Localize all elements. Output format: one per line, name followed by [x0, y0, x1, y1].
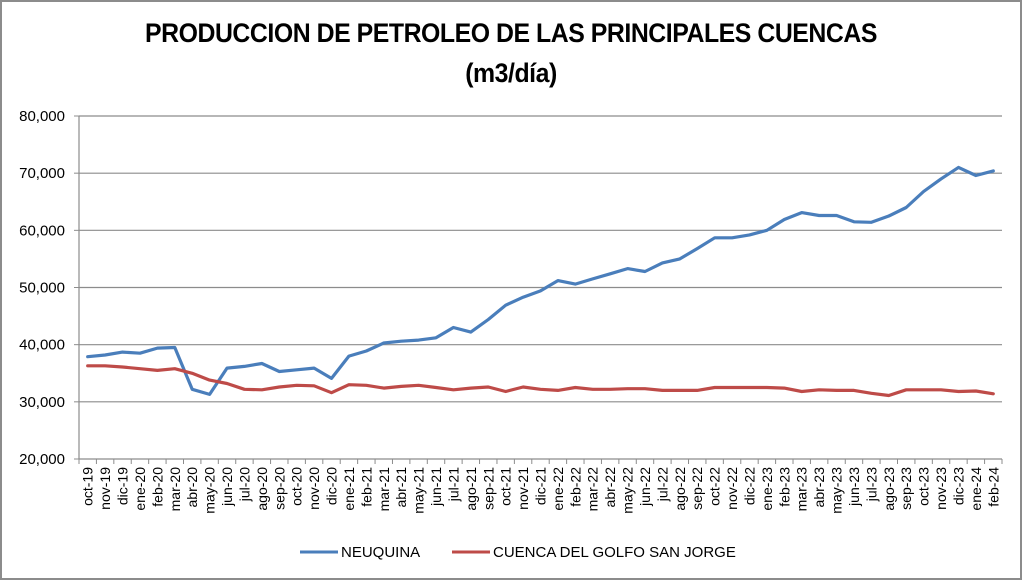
x-tick-label: may-22	[620, 467, 636, 514]
x-tick-label: oct-21	[498, 467, 514, 506]
x-tick-label: dic-21	[533, 467, 549, 505]
x-tick-label: mar-21	[376, 467, 392, 512]
y-tick-label: 20,000	[19, 451, 65, 468]
x-tick-label: jul-23	[863, 467, 879, 502]
chart-title: PRODUCCION DE PETROLEO DE LAS PRINCIPALE…	[145, 18, 877, 48]
y-tick-label: 30,000	[19, 394, 65, 411]
x-tick-label: nov-21	[515, 467, 531, 510]
x-tick-label: feb-20	[149, 467, 165, 507]
x-tick-label: jun-20	[219, 467, 235, 507]
x-tick-label: ago-22	[672, 467, 688, 511]
x-tick-label: dic-23	[950, 467, 966, 505]
x-tick-label: jul-21	[445, 467, 461, 502]
y-tick-label: 50,000	[19, 280, 65, 297]
x-tick-label: sep-21	[480, 467, 496, 510]
legend-item: CUENCA DEL GOLFO SAN JORGE	[452, 544, 736, 561]
x-tick-label: oct-19	[80, 467, 96, 506]
x-tick-label: sep-20	[271, 467, 287, 510]
x-tick-label: feb-22	[567, 467, 583, 507]
x-tick-label: ago-20	[254, 467, 270, 511]
x-tick-label: abr-23	[811, 467, 827, 508]
series-lines	[86, 165, 995, 398]
x-tick-label: nov-22	[724, 467, 740, 510]
x-tick-label: jun-23	[846, 467, 862, 507]
x-tick-label: feb-23	[776, 467, 792, 507]
x-tick-label: dic-22	[741, 467, 757, 505]
x-tick-label: feb-24	[985, 467, 1001, 507]
x-tick-label: mar-20	[167, 467, 183, 512]
legend-label: CUENCA DEL GOLFO SAN JORGE	[493, 544, 736, 561]
x-tick-label: jul-22	[654, 467, 670, 502]
x-tick-label: may-21	[411, 467, 427, 514]
legend-label: NEUQUINA	[341, 544, 420, 561]
x-axis-ticks: oct-19 nov-19 dic-19 ene-20 feb-20 mar-20 abr-…	[80, 467, 1002, 514]
x-tick-label: abr-21	[393, 467, 409, 508]
x-tick-label: ene-22	[550, 467, 566, 511]
legend-item: NEUQUINA	[300, 544, 420, 561]
x-tick-label: ene-24	[968, 467, 984, 511]
gridlines	[79, 115, 1002, 403]
series-line-neuquina	[86, 165, 995, 396]
x-tick-label: nov-19	[97, 467, 113, 510]
axes	[74, 115, 1003, 464]
x-tick-label: ene-21	[341, 467, 357, 511]
chart-subtitle: (m3/día)	[465, 58, 557, 88]
x-tick-label: abr-22	[602, 467, 618, 508]
x-tick-label: mar-22	[585, 467, 601, 512]
series-line-golfo-san-jorge	[86, 364, 995, 398]
x-tick-label: ene-23	[759, 467, 775, 511]
x-tick-label: dic-19	[115, 467, 131, 505]
x-tick-label: dic-20	[324, 467, 340, 505]
x-tick-label: mar-23	[794, 467, 810, 512]
x-tick-label: may-23	[829, 467, 845, 514]
x-tick-label: jun-22	[637, 467, 653, 507]
y-tick-label: 80,000	[19, 108, 65, 125]
x-tick-label: oct-23	[916, 467, 932, 506]
y-tick-label: 40,000	[19, 337, 65, 354]
y-tick-label: 70,000	[19, 165, 65, 182]
x-tick-label: jun-21	[428, 467, 444, 507]
legend: NEUQUINA CUENCA DEL GOLFO SAN JORGE	[300, 544, 736, 561]
x-tick-label: oct-20	[289, 467, 305, 506]
x-tick-label: sep-23	[898, 467, 914, 510]
x-tick-label: nov-20	[306, 467, 322, 510]
x-tick-label: abr-20	[184, 467, 200, 508]
x-tick-label: may-20	[202, 467, 218, 514]
x-tick-label: ago-23	[881, 467, 897, 511]
y-tick-label: 60,000	[19, 222, 65, 239]
x-tick-label: nov-23	[933, 467, 949, 510]
x-tick-label: sep-22	[689, 467, 705, 510]
x-tick-label: feb-21	[358, 467, 374, 507]
x-tick-label: oct-22	[707, 467, 723, 506]
x-tick-label: ago-21	[463, 467, 479, 511]
x-tick-label: ene-20	[132, 467, 148, 511]
x-tick-label: jul-20	[236, 467, 252, 502]
y-axis-ticks: 20,000 30,000 40,000 50,000 60,000 70,000 80,0…	[19, 108, 65, 468]
